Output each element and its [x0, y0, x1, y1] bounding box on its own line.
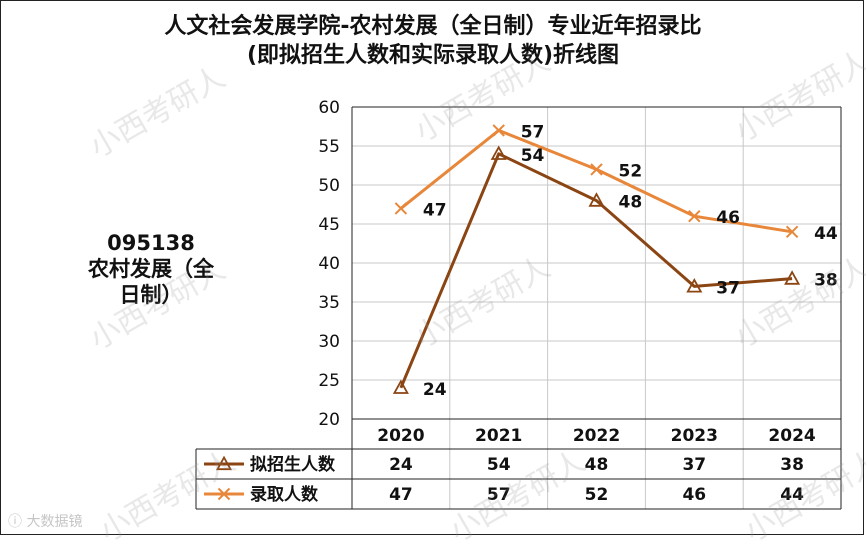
data-label: 38	[814, 271, 838, 291]
program-label: 095138 农村发展（全 日制）	[62, 230, 240, 308]
logo-text: 大数据镜	[26, 514, 83, 530]
x-marker	[217, 487, 231, 501]
chart-title-line2: (即拟招生人数和实际录取人数)折线图	[246, 43, 620, 68]
x-tick-label: 2022	[573, 426, 620, 446]
table-cell: 48	[585, 455, 609, 475]
table-cell: 46	[682, 485, 706, 505]
data-label: 44	[814, 224, 838, 244]
x-tick-label: 2020	[377, 426, 424, 446]
label-layer: 20 25 30 35 40 45 50 55 60 24 54 48 37 38 47 57 52 46 44	[318, 98, 838, 430]
table-cell: 24	[389, 455, 413, 475]
table-cell: 37	[682, 455, 706, 475]
table-cell: 54	[487, 455, 511, 475]
data-label: 37	[716, 278, 740, 298]
chart-title-line1: 人文社会发展学院-农村发展（全日制）专业近年招录比	[164, 14, 702, 39]
triangle-marker	[784, 270, 801, 285]
x-marker	[394, 202, 408, 215]
table-cell: 38	[780, 455, 804, 475]
x-tick-label: 2021	[475, 426, 522, 446]
table-cell: 47	[389, 485, 413, 505]
table-cell: 57	[487, 485, 511, 505]
y-tick-label: 50	[318, 176, 340, 196]
y-tick-label: 35	[318, 293, 340, 313]
data-label: 54	[521, 146, 545, 166]
y-tick-label: 25	[318, 371, 340, 391]
y-tick-label: 45	[318, 215, 340, 235]
x-marker	[688, 209, 701, 223]
data-label: 57	[521, 122, 545, 142]
logo-icon: ⓘ	[8, 514, 27, 530]
legend-label: 录取人数	[250, 484, 319, 505]
data-label: 47	[423, 200, 447, 220]
data-table: 2020 2021 2022 2023 2024 拟招生人数 24 54 48 37 38 录取人数 4…	[195, 418, 841, 510]
legend-label: 拟招生人数	[250, 454, 336, 475]
x-tick-label: 2024	[768, 426, 815, 446]
triangle-marker	[392, 379, 409, 394]
program-name-line1: 农村发展（全	[88, 257, 214, 281]
chart-title: 人文社会发展学院-农村发展（全日制）专业近年招录比 (即拟招生人数和实际录取人数…	[0, 12, 866, 70]
x-marker	[785, 225, 799, 239]
x-tick-label: 2023	[671, 426, 718, 446]
data-label: 52	[619, 161, 643, 181]
chart-frame	[0, 0, 864, 535]
data-label: 48	[619, 193, 643, 213]
table-cell: 52	[585, 485, 609, 505]
series-line-planned	[399, 152, 793, 389]
y-tick-label: 60	[318, 98, 340, 118]
y-tick-label: 55	[318, 137, 340, 157]
x-marker	[492, 124, 505, 137]
program-name-line2: 日制）	[119, 283, 183, 307]
y-tick-label: 20	[318, 410, 340, 430]
triangle-marker	[215, 455, 233, 471]
series-layer	[392, 124, 801, 394]
triangle-marker	[686, 278, 703, 293]
data-label: 46	[716, 208, 740, 228]
program-code: 095138	[107, 231, 195, 255]
x-marker	[590, 163, 603, 176]
triangle-marker	[588, 192, 605, 207]
corner-logo: ⓘ 大数据镜	[8, 511, 82, 531]
data-label: 24	[423, 380, 447, 400]
table-cell: 44	[780, 485, 804, 505]
y-tick-label: 40	[318, 254, 340, 274]
triangle-marker	[490, 145, 507, 160]
y-tick-label: 30	[318, 332, 340, 352]
